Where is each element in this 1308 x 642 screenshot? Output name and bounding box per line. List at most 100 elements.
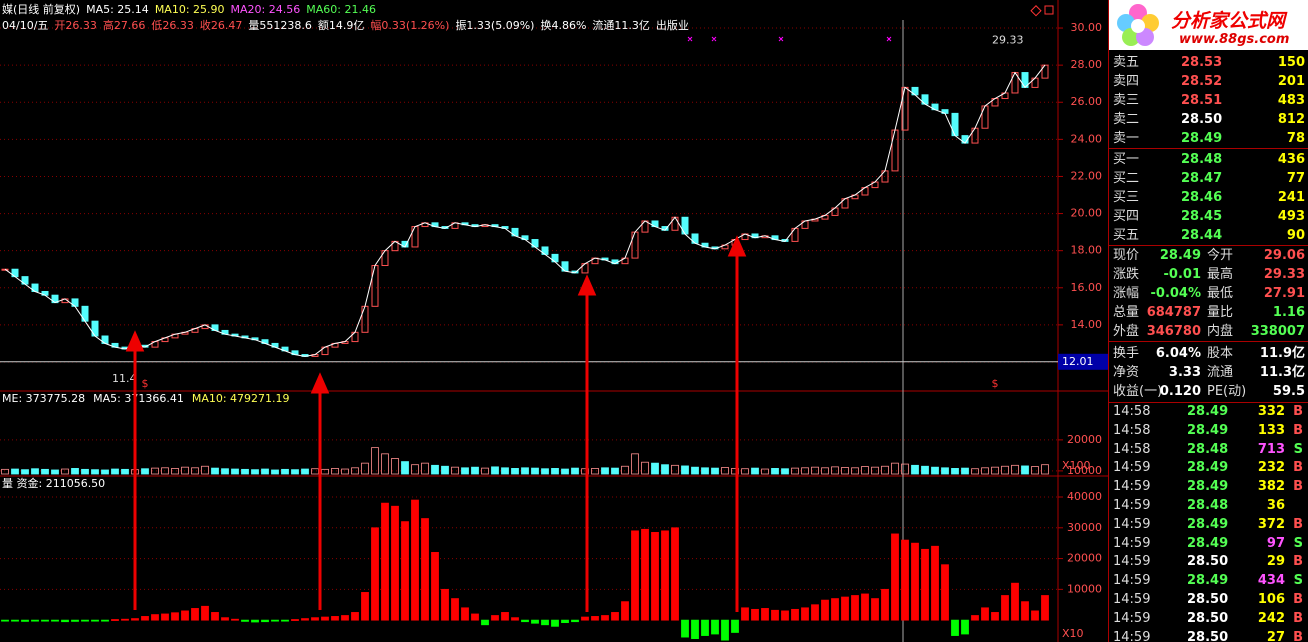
cell: 外盘 [1113, 324, 1140, 339]
bar [581, 616, 589, 621]
bar [331, 468, 339, 475]
bar [31, 619, 39, 622]
cell: 卖五 [1113, 55, 1140, 70]
bar [601, 615, 609, 621]
header-item: 开26.33 [54, 19, 97, 32]
cell: 涨跌 [1113, 267, 1140, 282]
bar [541, 619, 549, 626]
cell: 14:59 [1113, 592, 1151, 607]
cell: 14:58 [1113, 422, 1151, 438]
bar [881, 465, 889, 475]
quote-row: 总量 684787 量比 1.16 [1109, 303, 1307, 322]
cell: 28.51 [1181, 93, 1223, 108]
bar [741, 607, 749, 621]
bar [471, 613, 479, 621]
tick-row: 14:59 28.49 232 B [1109, 458, 1307, 477]
header-item: MA60: 21.46 [306, 3, 376, 16]
tick-row: 14:58 28.49 133 B [1109, 421, 1307, 440]
cell: 242 [1257, 610, 1285, 626]
bar [391, 458, 399, 475]
icon[interactable] [1030, 5, 1042, 17]
bar [231, 618, 239, 621]
y-tick-label: 28.00 [1071, 58, 1103, 71]
bar [891, 533, 899, 621]
bar [321, 616, 329, 621]
cell: 买一 [1113, 152, 1140, 167]
bar [751, 467, 759, 475]
bar [981, 607, 989, 621]
bar [981, 467, 989, 475]
bar [61, 619, 69, 623]
cell: 28.49 [1187, 535, 1229, 551]
bar [151, 614, 159, 621]
panel-title: MA10: 479271.19 [192, 392, 290, 405]
tick-row: 14:59 28.49 382 B [1109, 477, 1307, 496]
cell: 28.50 [1187, 610, 1229, 626]
cell: 28.49 [1187, 422, 1229, 438]
cell: B [1293, 610, 1303, 626]
cell: B [1293, 460, 1303, 476]
bar [911, 464, 919, 475]
bar [1001, 595, 1009, 621]
bar [991, 612, 999, 621]
bar [521, 619, 529, 623]
logo: 分析家公式网 www.88gs.com [1109, 0, 1308, 50]
cell: 28.48 [1187, 441, 1229, 457]
bar [561, 468, 569, 475]
bar [661, 464, 669, 475]
cell: 14:59 [1113, 460, 1151, 476]
cell: 28.50 [1181, 112, 1223, 127]
bar [821, 467, 829, 475]
bar [381, 453, 389, 475]
bar [591, 616, 599, 621]
cell: 28.50 [1187, 592, 1229, 607]
close-line [4, 64, 1046, 357]
bar [281, 619, 289, 622]
cell: B [1293, 592, 1303, 607]
bar [451, 466, 459, 475]
cell: 净资 [1113, 365, 1140, 380]
bar [641, 461, 649, 475]
panel-title: MA5: 371366.41 [93, 392, 184, 405]
cell: 14:59 [1113, 629, 1151, 642]
quote-row: 涨幅 -0.04% 最低 27.91 [1109, 284, 1307, 303]
logo-icon [1117, 4, 1159, 46]
header-item: MA20: 24.56 [231, 3, 301, 16]
bar [271, 469, 279, 475]
y-tick-label: 20000 [1067, 433, 1102, 446]
bar [241, 619, 249, 622]
cell: -0.01 [1163, 267, 1201, 282]
bar [51, 469, 59, 475]
cell: PE(动) [1207, 384, 1247, 399]
bar [301, 618, 309, 621]
bar [111, 468, 119, 475]
bar [191, 467, 199, 475]
bar [501, 467, 509, 475]
y-tick-label: 30000 [1067, 521, 1102, 534]
bar [541, 468, 549, 475]
cell: 最高 [1207, 267, 1234, 282]
bar [901, 463, 909, 475]
bar [721, 619, 729, 641]
bar [571, 619, 579, 623]
bar [111, 619, 119, 621]
cell: 14:59 [1113, 554, 1151, 570]
bar [161, 613, 169, 621]
tick-row: 14:59 28.50 27 B [1109, 628, 1307, 642]
bar [211, 467, 219, 475]
order-row: 卖五 28.53 150 [1109, 53, 1307, 72]
bar [1031, 466, 1039, 475]
cell: 434 [1257, 573, 1285, 589]
bar [1031, 610, 1039, 621]
cell: 28.49 [1181, 131, 1223, 146]
chart: 12.0014.0016.0018.0020.0022.0024.0026.00… [0, 0, 1108, 642]
bar [241, 468, 249, 475]
icon[interactable] [1044, 5, 1054, 15]
bar [931, 545, 939, 621]
cell: 28.45 [1181, 209, 1223, 224]
bar [231, 468, 239, 475]
cell: 436 [1277, 152, 1305, 167]
bar [811, 604, 819, 621]
bar [401, 461, 409, 475]
bar [931, 466, 939, 475]
